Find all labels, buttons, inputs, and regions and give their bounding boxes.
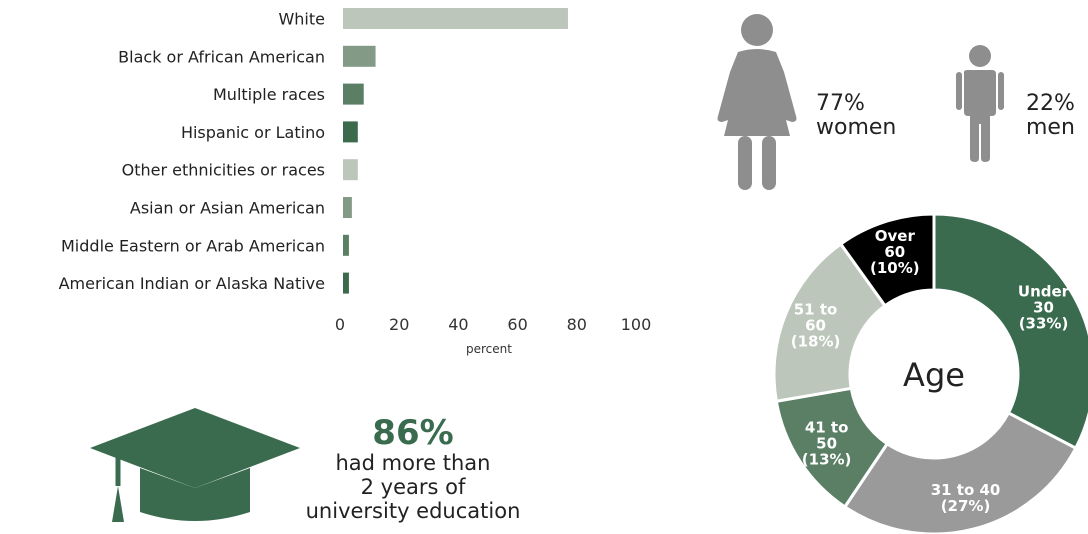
category-label: White	[278, 10, 325, 29]
donut-slice	[842, 410, 1078, 534]
category-label: American Indian or Alaska Native	[59, 274, 325, 293]
donut-slice-label: 60	[805, 316, 826, 334]
donut-slice-label: (33%)	[1019, 315, 1069, 333]
bar	[343, 83, 364, 105]
education-description: had more than 2 years of university educ…	[285, 451, 541, 523]
category-label: Multiple races	[213, 85, 325, 104]
men-percent: 22%	[1026, 91, 1075, 116]
donut-slice-label: 31 to 40	[931, 481, 1001, 499]
x-tick-label: 80	[567, 315, 587, 334]
donut-slice-label: (18%)	[791, 332, 841, 350]
donut-slice-label: 41 to	[805, 419, 849, 437]
men-stat: 22% men	[1026, 92, 1075, 140]
x-tick-label: 100	[621, 315, 652, 334]
category-label: Asian or Asian American	[130, 199, 325, 218]
category-label: Other ethnicities or races	[122, 161, 325, 180]
category-label: Hispanic or Latino	[181, 123, 325, 142]
woman-icon	[717, 14, 797, 190]
women-stat: 77% women	[816, 92, 896, 140]
graduation-cap-icon	[90, 408, 300, 522]
donut-center-label: Age	[903, 356, 965, 394]
men-label: men	[1026, 115, 1075, 140]
bar	[343, 8, 568, 29]
x-tick-label: 40	[448, 315, 468, 334]
bar	[343, 234, 349, 256]
donut-slice-label: (10%)	[870, 259, 920, 277]
ethnicity-bar-chart: White Black or African American Multiple r…	[59, 8, 652, 356]
donut-slice-label: 60	[884, 243, 905, 261]
education-stat: 86% had more than 2 years of university …	[285, 415, 541, 523]
education-percent: 86%	[372, 413, 454, 453]
donut-slice-label: (27%)	[941, 497, 991, 515]
education-line: 2 years of	[360, 475, 466, 499]
donut-slice-label: 50	[816, 435, 837, 453]
women-label: women	[816, 115, 897, 140]
women-percent: 77%	[816, 91, 865, 116]
x-tick-label: 0	[335, 315, 345, 334]
bar	[343, 45, 376, 67]
bar	[343, 197, 352, 218]
donut-slice-label: (13%)	[802, 451, 852, 469]
donut-slice-label: 30	[1033, 299, 1054, 317]
donut-slice-label: Under	[1018, 283, 1070, 301]
donut-slice-label: 51 to	[794, 300, 838, 318]
donut-slice-label: Over	[875, 227, 916, 245]
bar	[343, 159, 358, 181]
x-axis-label: percent	[466, 342, 512, 356]
donut-slice	[932, 212, 1088, 451]
donut-slice	[838, 212, 936, 308]
man-icon	[956, 45, 1004, 162]
education-line: university education	[305, 499, 521, 523]
bar	[343, 272, 349, 294]
category-label: Black or African American	[118, 47, 325, 66]
bar	[343, 121, 358, 143]
education-line: had more than	[335, 451, 491, 475]
category-label: Middle Eastern or Arab American	[61, 236, 325, 255]
x-tick-label: 20	[389, 315, 409, 334]
x-tick-label: 60	[507, 315, 527, 334]
